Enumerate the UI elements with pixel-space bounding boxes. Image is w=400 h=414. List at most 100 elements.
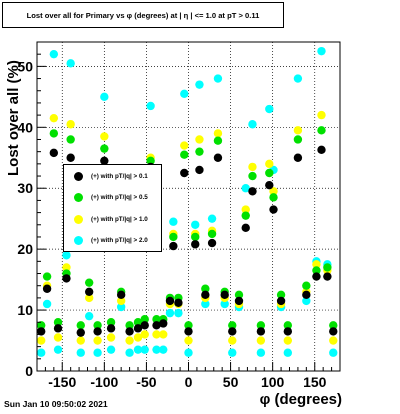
point-s2-35 <box>269 187 278 196</box>
point-s0-32 <box>248 187 257 196</box>
point-s1-9 <box>100 144 109 153</box>
y-tick-label-4: 40 <box>17 119 33 135</box>
point-s0-19 <box>169 241 178 251</box>
point-s1-22 <box>184 321 193 330</box>
point-s0-0 <box>37 327 46 336</box>
point-s1-13 <box>133 318 143 327</box>
point-s3-41 <box>317 46 326 56</box>
y-tick-label-5: 50 <box>17 58 33 74</box>
point-s0-18 <box>165 296 175 306</box>
point-s3-43 <box>329 348 338 357</box>
point-s2-37 <box>283 336 293 345</box>
point-s3-33 <box>256 348 266 357</box>
point-s0-2 <box>49 148 59 158</box>
point-s1-2 <box>49 129 59 138</box>
point-s1-42 <box>323 263 332 272</box>
point-s3-22 <box>184 348 193 357</box>
point-s1-15 <box>146 156 155 166</box>
point-s0-31 <box>241 223 250 233</box>
point-s1-35 <box>269 193 278 202</box>
point-s2-24 <box>195 135 204 144</box>
point-s2-41 <box>317 110 326 120</box>
point-s2-12 <box>125 336 134 345</box>
point-s2-13 <box>133 333 143 342</box>
point-s3-5 <box>66 59 75 68</box>
point-s2-6 <box>76 336 85 345</box>
point-s1-24 <box>195 147 204 156</box>
point-s1-32 <box>248 171 257 181</box>
point-s0-37 <box>283 327 293 336</box>
point-s3-18 <box>165 308 175 318</box>
point-s1-19 <box>169 232 178 242</box>
point-s0-5 <box>66 153 75 162</box>
legend-entry-1: (+) with pT/|q| > 0.5 <box>64 190 148 204</box>
legend-label-2: (+) with pT/|q| > 1.0 <box>91 215 148 223</box>
point-s1-40 <box>312 266 321 275</box>
x-tick-label-0: -150 <box>48 374 76 390</box>
point-s1-41 <box>317 126 326 135</box>
point-s2-16 <box>152 330 161 339</box>
point-s3-37 <box>283 348 293 357</box>
point-s2-29 <box>228 336 237 345</box>
point-s0-26 <box>207 238 217 248</box>
point-s0-30 <box>234 296 244 306</box>
point-s2-32 <box>248 162 257 172</box>
point-s0-41 <box>317 145 326 155</box>
point-s3-31 <box>241 184 250 193</box>
point-s3-9 <box>100 92 109 102</box>
point-s3-10 <box>106 345 116 354</box>
point-s0-3 <box>53 324 63 333</box>
point-s1-7 <box>84 278 94 287</box>
point-s0-29 <box>228 327 237 336</box>
point-s3-3 <box>53 345 63 354</box>
legend-marker-3 <box>74 235 83 245</box>
point-s1-16 <box>152 315 161 324</box>
x-tick-label-1: -100 <box>90 374 118 390</box>
point-s3-25 <box>201 299 210 309</box>
point-s1-21 <box>180 150 189 159</box>
point-s3-19 <box>169 217 178 226</box>
point-s1-25 <box>201 284 210 293</box>
point-s3-34 <box>265 104 274 114</box>
point-s2-7 <box>84 293 94 303</box>
point-s1-3 <box>53 318 63 327</box>
point-s1-5 <box>66 135 75 144</box>
point-s3-32 <box>248 120 257 129</box>
point-s1-14 <box>140 315 149 324</box>
axis-ticks: -150 -100 -50 0 50 100 150 0 10 20 30 40 50 <box>17 41 341 390</box>
point-s1-39 <box>302 281 311 290</box>
point-s3-2 <box>49 49 59 59</box>
point-s3-0 <box>37 348 46 357</box>
point-s2-33 <box>256 336 266 345</box>
point-s3-4 <box>62 251 71 260</box>
point-s2-31 <box>241 205 250 214</box>
point-s0-36 <box>276 296 286 306</box>
point-s0-39 <box>302 290 311 300</box>
point-s3-13 <box>133 345 143 354</box>
point-s1-43 <box>329 321 338 330</box>
point-s0-8 <box>93 327 102 336</box>
point-s0-25 <box>201 290 210 300</box>
legend-marker-0 <box>74 171 83 181</box>
point-s3-24 <box>195 80 204 89</box>
point-s1-26 <box>207 229 217 239</box>
point-s3-15 <box>146 101 155 111</box>
point-s0-13 <box>133 324 143 333</box>
point-s0-20 <box>174 298 183 307</box>
point-s1-34 <box>265 168 274 178</box>
point-s3-6 <box>76 348 85 357</box>
point-s0-6 <box>76 328 85 337</box>
point-s0-1 <box>42 284 52 293</box>
legend-label-0: (+) with pT/|q| > 0.1 <box>91 172 148 180</box>
point-s2-43 <box>329 336 338 345</box>
point-s2-3 <box>53 333 63 342</box>
point-s0-28 <box>220 290 229 300</box>
point-s0-34 <box>265 180 274 190</box>
legend-marker-1 <box>74 192 83 202</box>
point-s3-14 <box>140 345 149 354</box>
point-s1-36 <box>276 290 286 300</box>
point-s3-38 <box>293 74 303 83</box>
point-s3-28 <box>220 299 229 309</box>
point-s2-27 <box>213 129 223 138</box>
point-s1-1 <box>42 272 52 281</box>
